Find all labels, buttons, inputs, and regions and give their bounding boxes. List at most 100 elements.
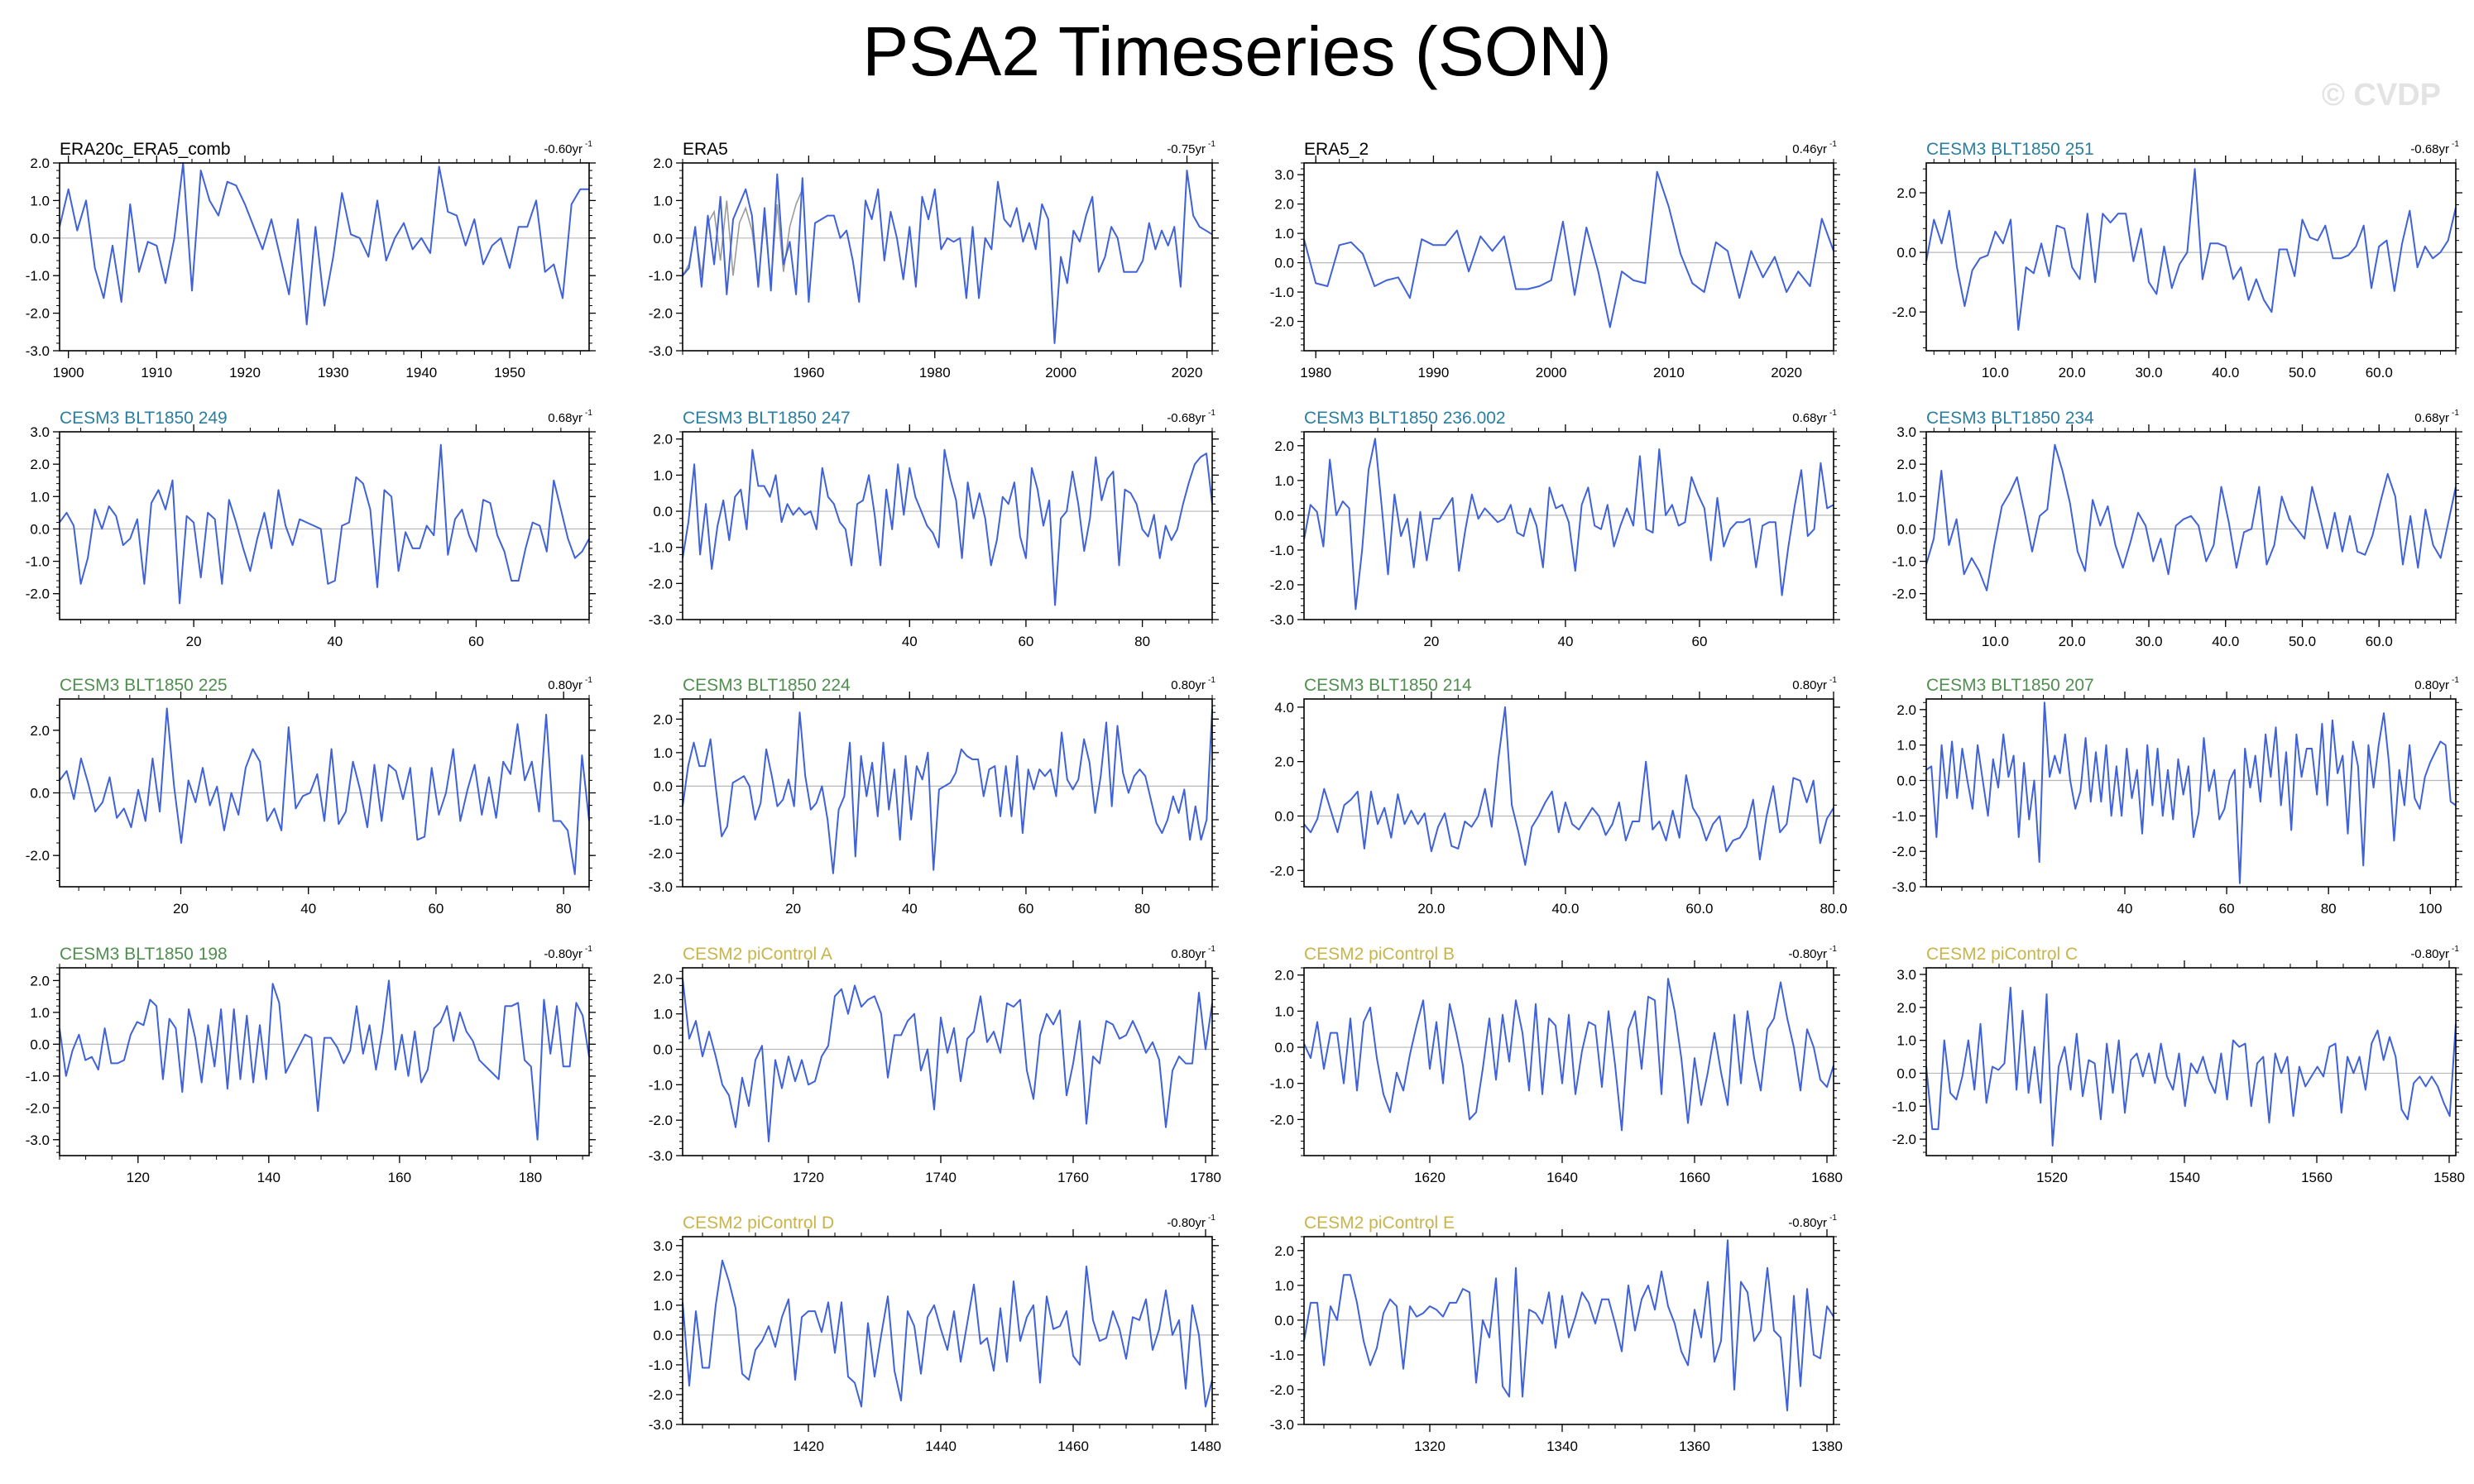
xtick-label: 1980 bbox=[919, 365, 951, 381]
ytick-label: -2.0 bbox=[1892, 844, 1916, 859]
plot-frame bbox=[1925, 162, 2457, 352]
plot-frame bbox=[59, 967, 590, 1156]
ytick-label: 0.0 bbox=[653, 231, 673, 247]
ytick-label: 3.0 bbox=[1896, 967, 1916, 983]
ytick-label: 0.0 bbox=[1896, 773, 1916, 789]
plot-frame bbox=[1925, 431, 2457, 620]
panel-11: CESM3 BLT1850 207 0.80yr -1 -3.0 -2.0 -1.0 0.0… bbox=[1892, 676, 2462, 917]
series-line bbox=[682, 170, 1213, 344]
plot-frame bbox=[1303, 162, 1834, 352]
series-line bbox=[682, 1259, 1213, 1408]
xtick-label: 1940 bbox=[405, 365, 437, 381]
trend-superscript: -1 bbox=[2452, 409, 2459, 418]
panel-8: CESM3 BLT1850 225 0.80yr -1 -2.0 0.0 2.0 20 40 6… bbox=[26, 676, 596, 917]
series-line bbox=[1303, 438, 1834, 610]
ytick-label: 3.0 bbox=[1896, 424, 1916, 440]
trend-superscript: -1 bbox=[2452, 676, 2459, 685]
ytick-label: -2.0 bbox=[649, 306, 673, 322]
ytick-label: 0.0 bbox=[1896, 521, 1916, 537]
panel-label: CESM3 BLT1850 251 bbox=[1926, 140, 2094, 159]
ytick-label: -3.0 bbox=[649, 879, 673, 895]
xtick-label: 1900 bbox=[53, 365, 84, 381]
ytick-label: -2.0 bbox=[1892, 304, 1916, 320]
xtick-label: 40 bbox=[300, 901, 316, 917]
ytick-label: 0.0 bbox=[1896, 1065, 1916, 1081]
panel-label: CESM3 BLT1850 225 bbox=[60, 676, 228, 695]
panel-trend: 0.68yr bbox=[548, 411, 583, 425]
trend-superscript: -1 bbox=[1208, 1214, 1215, 1223]
xtick-label: 60 bbox=[468, 634, 484, 649]
xtick-label: 1440 bbox=[925, 1439, 957, 1454]
trend-superscript: -1 bbox=[1829, 676, 1837, 685]
xtick-label: 40 bbox=[1557, 634, 1573, 649]
ytick-label: 2.0 bbox=[30, 723, 50, 739]
ytick-label: -1.0 bbox=[26, 1069, 50, 1084]
ytick-label: 1.0 bbox=[30, 489, 50, 505]
trend-superscript: -1 bbox=[1829, 945, 1837, 954]
panel-trend: -0.80yr bbox=[1788, 1216, 1827, 1230]
xtick-label: 60.0 bbox=[1685, 901, 1713, 917]
panel-trend: -0.80yr bbox=[2410, 947, 2449, 961]
ytick-label: -1.0 bbox=[649, 1077, 673, 1093]
panel-4: CESM3 BLT1850 249 0.68yr -1 -2.0 -1.0 0.0 1.0 2… bbox=[26, 409, 596, 649]
ytick-label: 4.0 bbox=[1274, 700, 1294, 716]
plot-frame bbox=[59, 698, 590, 888]
xtick-label: 1950 bbox=[494, 365, 525, 381]
ytick-label: 2.0 bbox=[1896, 1000, 1916, 1016]
panel-label: CESM2 piControl C bbox=[1926, 945, 2078, 964]
ytick-label: -3.0 bbox=[1270, 612, 1294, 628]
panel-5: CESM3 BLT1850 247 -0.68yr -1 -3.0 -2.0 -1.0 0.… bbox=[649, 409, 1219, 649]
xtick-label: 50.0 bbox=[2289, 365, 2316, 381]
ytick-label: 1.0 bbox=[653, 745, 673, 761]
xtick-label: 160 bbox=[388, 1170, 411, 1185]
xtick-label: 20.0 bbox=[2059, 634, 2086, 649]
ytick-label: 1.0 bbox=[653, 1007, 673, 1022]
ytick-label: -2.0 bbox=[26, 1100, 50, 1116]
plot-frame bbox=[1925, 967, 2457, 1156]
panel-trend: 0.80yr bbox=[2414, 678, 2449, 692]
xtick-label: 40.0 bbox=[1551, 901, 1579, 917]
ytick-label: 0.0 bbox=[653, 504, 673, 519]
ytick-label: -1.0 bbox=[1270, 285, 1294, 300]
xtick-label: 1620 bbox=[1414, 1170, 1446, 1185]
ytick-label: 2.0 bbox=[1896, 457, 1916, 472]
series-line bbox=[59, 979, 590, 1141]
ytick-label: 1.0 bbox=[653, 467, 673, 483]
xtick-label: 1380 bbox=[1811, 1439, 1843, 1454]
xtick-label: 1720 bbox=[793, 1170, 824, 1185]
panel-17: CESM2 piControl E -0.80yr -1 -3.0 -2.0 -1.0 0.… bbox=[1270, 1214, 1843, 1454]
plot-frame bbox=[59, 162, 590, 352]
xtick-label: 20 bbox=[1423, 634, 1439, 649]
xtick-label: 30.0 bbox=[2135, 365, 2162, 381]
ytick-label: 0.0 bbox=[30, 786, 50, 802]
ytick-label: 2.0 bbox=[653, 156, 673, 171]
xtick-label: 20.0 bbox=[2059, 365, 2086, 381]
xtick-label: 40 bbox=[327, 634, 343, 649]
xtick-label: 10.0 bbox=[1982, 365, 2009, 381]
ytick-label: -1.0 bbox=[649, 540, 673, 556]
xtick-label: 140 bbox=[257, 1170, 280, 1185]
xtick-label: 1930 bbox=[318, 365, 349, 381]
xtick-label: 60 bbox=[2219, 901, 2235, 917]
panel-label: ERA5 bbox=[683, 140, 728, 159]
panel-9: CESM3 BLT1850 224 0.80yr -1 -3.0 -2.0 -1.0 0.0… bbox=[649, 676, 1219, 917]
xtick-label: 2020 bbox=[1771, 365, 1802, 381]
ytick-label: 1.0 bbox=[653, 1298, 673, 1314]
xtick-label: 1540 bbox=[2169, 1170, 2200, 1185]
panel-label: CESM3 BLT1850 247 bbox=[683, 409, 851, 428]
xtick-label: 1480 bbox=[1190, 1439, 1221, 1454]
xtick-label: 1760 bbox=[1057, 1170, 1089, 1185]
ytick-label: 2.0 bbox=[653, 971, 673, 987]
trend-superscript: -1 bbox=[585, 945, 592, 954]
xtick-label: 60.0 bbox=[2366, 365, 2393, 381]
series-line bbox=[1303, 978, 1834, 1132]
panel-12: CESM3 BLT1850 198 -0.80yr -1 -3.0 -2.0 -1.0 0.… bbox=[26, 945, 596, 1185]
ytick-label: -2.0 bbox=[26, 586, 50, 602]
ytick-label: 2.0 bbox=[1274, 754, 1294, 770]
series-line bbox=[1925, 701, 2457, 884]
ytick-label: -1.0 bbox=[1892, 808, 1916, 824]
ytick-label: 2.0 bbox=[1274, 1243, 1294, 1259]
xtick-label: 60 bbox=[1692, 634, 1708, 649]
series-line bbox=[59, 707, 590, 875]
xtick-label: 60.0 bbox=[2366, 634, 2393, 649]
